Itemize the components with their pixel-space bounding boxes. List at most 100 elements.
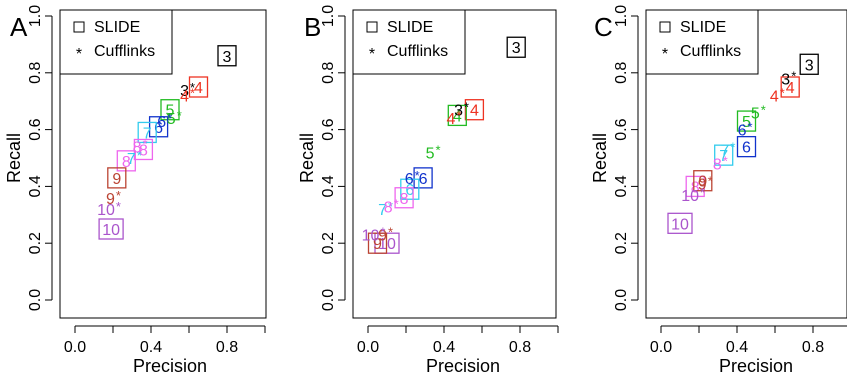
legend-label: Cufflinks	[94, 43, 155, 60]
cufflinks-point-label: 9	[698, 177, 707, 194]
legend: SLIDE * Cufflinks	[352, 9, 466, 75]
slide-point-label: 6	[419, 171, 428, 188]
series-cufflinks: 3 *4 *5 *6 *7 *8 *9 *10 *	[97, 80, 195, 219]
cufflinks-star-icon: *	[464, 100, 469, 115]
slide-point-box	[137, 121, 157, 144]
x-axis: 0.0 0.4 0.8 Precision	[357, 325, 559, 376]
cufflinks-point-label: 8	[133, 140, 142, 157]
cufflinks-star-icon: *	[167, 111, 172, 126]
y-tick-label: 0.0	[613, 289, 630, 311]
cufflinks-star-icon: *	[748, 120, 753, 135]
cufflinks-point-label: 5	[167, 111, 176, 128]
cufflinks-point-label: 6	[738, 123, 747, 140]
slide-point-box	[736, 110, 757, 132]
legend-square-icon	[659, 21, 671, 33]
slide-point-label: 8	[691, 179, 700, 196]
legend-box	[352, 9, 466, 75]
legend-label: SLIDE	[94, 19, 140, 36]
slide-point-label: 3	[805, 57, 814, 74]
cufflinks-star-icon: *	[116, 188, 121, 203]
y-tick-label: 1.0	[613, 5, 630, 27]
x-tick-label: 0.8	[509, 339, 531, 356]
legend-box	[59, 9, 173, 75]
y-tick-label: 0.6	[320, 118, 337, 140]
chart-panel-a: A 0.0 0.4 0.8 Precision 0.0 0.2 0.4 0.6 0.8 1.0 Rec…	[4, 5, 267, 376]
legend-star-icon: *	[662, 46, 668, 63]
cufflinks-point-label: 8	[384, 199, 393, 216]
cufflinks-star-icon: *	[456, 108, 461, 123]
cufflinks-star-icon: *	[137, 148, 142, 163]
slide-point-label: 9	[373, 236, 382, 253]
y-tick-label: 0.4	[27, 175, 44, 197]
x-axis-title: Precision	[133, 356, 207, 376]
cufflinks-point-label: 9	[378, 228, 387, 245]
slide-point-label: 6	[405, 182, 414, 199]
y-tick-label: 0.4	[320, 175, 337, 197]
legend-label: SLIDE	[680, 19, 726, 36]
cufflinks-star-icon: *	[730, 139, 735, 154]
slide-point-box	[464, 99, 485, 121]
slide-point-box	[506, 36, 526, 58]
legend-box	[645, 9, 759, 75]
slide-point-label: 8	[122, 154, 131, 171]
legend-label: SLIDE	[387, 19, 433, 36]
cufflinks-star-icon: *	[761, 103, 766, 118]
series-cufflinks: 3 *4 *5 *6 *7 *8 *9 *10 *	[681, 68, 796, 204]
panel-letter: B	[304, 12, 321, 42]
legend-square-icon	[73, 21, 85, 33]
x-axis-title: Precision	[719, 356, 793, 376]
cufflinks-star-icon: *	[388, 199, 393, 214]
cufflinks-star-icon: *	[791, 68, 796, 83]
slide-point-label: 6	[742, 140, 751, 157]
slide-point-box	[98, 218, 124, 240]
cufflinks-point-label: 4	[180, 89, 189, 106]
slide-point-box	[685, 175, 705, 198]
slide-point-label: 4	[470, 103, 479, 120]
cufflinks-point-label: 10	[97, 202, 115, 219]
cufflinks-star-icon: *	[723, 154, 728, 169]
cufflinks-point-label: 8	[713, 157, 722, 174]
cufflinks-point-label: 3	[180, 83, 189, 100]
slide-point-label: 5	[166, 103, 175, 120]
y-tick-label: 0.2	[320, 232, 337, 254]
slide-point-label: 4	[453, 108, 462, 125]
slide-point-box	[693, 170, 713, 192]
cufflinks-star-icon: *	[143, 137, 148, 152]
y-tick-label: 0.6	[613, 118, 630, 140]
slide-point-box	[413, 167, 433, 189]
slide-point-label: 10	[102, 222, 120, 239]
cufflinks-star-icon: *	[394, 196, 399, 211]
slide-point-box	[394, 187, 414, 209]
x-tick-label: 0.0	[650, 339, 672, 356]
legend: SLIDE * Cufflinks	[645, 9, 759, 75]
legend: SLIDE * Cufflinks	[59, 9, 173, 75]
cufflinks-point-label: 4	[446, 111, 455, 128]
cufflinks-star-icon: *	[708, 174, 713, 189]
x-axis-title: Precision	[426, 356, 500, 376]
slide-point-label: 9	[112, 171, 121, 188]
slide-point-label: 8	[139, 142, 148, 159]
slide-point-box	[367, 232, 388, 254]
slide-point-label: 5	[742, 114, 751, 131]
cufflinks-point-label: 4	[770, 89, 779, 106]
cufflinks-star-icon: *	[190, 80, 195, 95]
x-tick-label: 0.0	[64, 339, 86, 356]
y-tick-label: 0.4	[613, 175, 630, 197]
cufflinks-point-label: 10	[362, 228, 380, 245]
y-tick-label: 0.2	[27, 232, 44, 254]
y-tick-label: 0.2	[613, 232, 630, 254]
slide-point-label: 3	[223, 49, 232, 66]
cufflinks-point-label: 3	[781, 71, 790, 88]
legend-star-icon: *	[76, 46, 82, 63]
legend-label: Cufflinks	[387, 43, 448, 60]
cufflinks-point-label: 3	[454, 103, 463, 120]
y-axis-title: Recall	[4, 133, 24, 183]
legend-label: Cufflinks	[680, 43, 741, 60]
x-tick-label: 0.4	[433, 339, 455, 356]
panel-letter: C	[594, 12, 613, 42]
cufflinks-star-icon: *	[700, 185, 705, 200]
slide-point-box	[667, 212, 693, 234]
